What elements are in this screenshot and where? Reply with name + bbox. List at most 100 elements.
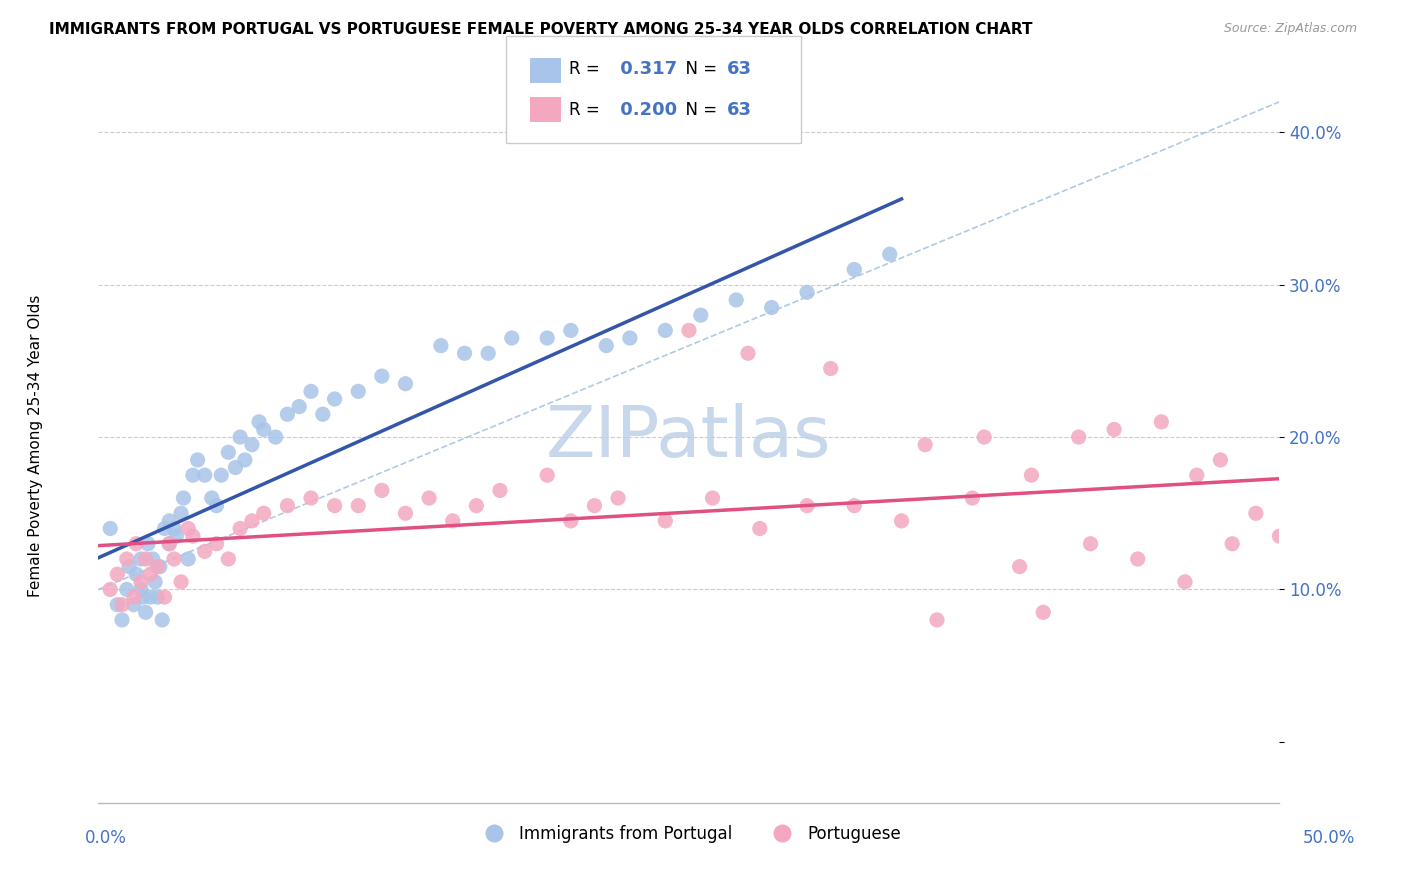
Point <box>111 613 134 627</box>
Point <box>453 346 475 360</box>
Point <box>973 430 995 444</box>
Point <box>157 537 180 551</box>
Point <box>153 590 176 604</box>
Point <box>1080 537 1102 551</box>
Point <box>347 499 370 513</box>
Point <box>194 468 217 483</box>
Point <box>276 407 298 421</box>
Point <box>1032 605 1054 619</box>
Point <box>299 384 322 399</box>
Point <box>489 483 512 498</box>
Point <box>135 552 157 566</box>
Point <box>689 308 711 322</box>
Text: 0.200: 0.200 <box>614 101 678 119</box>
Point <box>619 331 641 345</box>
Point <box>748 521 770 535</box>
Point <box>129 582 152 597</box>
Point <box>1021 468 1043 483</box>
Point <box>264 430 287 444</box>
Point <box>654 514 676 528</box>
Point <box>111 598 134 612</box>
Point <box>135 605 157 619</box>
Point <box>136 537 159 551</box>
Point <box>146 559 169 574</box>
Point <box>139 590 162 604</box>
Point <box>177 552 200 566</box>
Point <box>253 422 276 436</box>
Point <box>1102 422 1125 436</box>
Text: IMMIGRANTS FROM PORTUGAL VS PORTUGUESE FEMALE POVERTY AMONG 25-34 YEAR OLDS CORR: IMMIGRANTS FROM PORTUGAL VS PORTUGUESE F… <box>49 22 1033 37</box>
Point <box>725 293 748 307</box>
Text: Source: ZipAtlas.com: Source: ZipAtlas.com <box>1223 22 1357 36</box>
Point <box>247 415 270 429</box>
Point <box>240 514 263 528</box>
Point <box>1220 537 1243 551</box>
Point <box>122 598 145 612</box>
Point <box>165 529 187 543</box>
Point <box>394 376 416 391</box>
Point <box>312 407 335 421</box>
Point <box>925 613 948 627</box>
Point <box>217 445 239 459</box>
Point <box>229 430 252 444</box>
Point <box>157 514 180 528</box>
Point <box>253 506 276 520</box>
Point <box>170 506 193 520</box>
Point <box>201 491 224 505</box>
Point <box>1008 559 1031 574</box>
Point <box>323 392 346 406</box>
Point <box>205 537 228 551</box>
Point <box>177 521 200 535</box>
Point <box>125 537 148 551</box>
Text: R =: R = <box>569 101 606 119</box>
Point <box>595 338 617 352</box>
Point <box>371 369 394 384</box>
Point <box>129 574 152 589</box>
Point <box>501 331 523 345</box>
Point <box>477 346 499 360</box>
Point <box>583 499 606 513</box>
Point <box>233 453 256 467</box>
Point <box>1067 430 1090 444</box>
Point <box>150 613 173 627</box>
Point <box>115 582 138 597</box>
Point <box>105 598 128 612</box>
Point <box>820 361 842 376</box>
Text: N =: N = <box>675 60 723 78</box>
Point <box>276 499 298 513</box>
Point <box>607 491 630 505</box>
Text: R =: R = <box>569 60 606 78</box>
Point <box>224 460 246 475</box>
Point <box>172 491 194 505</box>
Point <box>914 438 936 452</box>
Point <box>149 559 172 574</box>
Point <box>560 323 582 337</box>
Point <box>678 323 700 337</box>
Point <box>229 521 252 535</box>
Point <box>465 499 488 513</box>
Point <box>1268 529 1291 543</box>
Point <box>194 544 217 558</box>
Point <box>153 521 176 535</box>
Point <box>394 506 416 520</box>
Point <box>418 491 440 505</box>
Point <box>163 521 186 535</box>
Point <box>105 567 128 582</box>
Text: 63: 63 <box>727 60 752 78</box>
Point <box>347 384 370 399</box>
Text: 0.0%: 0.0% <box>84 829 127 847</box>
Point <box>371 483 394 498</box>
Point <box>98 521 121 535</box>
Point <box>143 574 166 589</box>
Point <box>122 590 145 604</box>
Point <box>879 247 901 261</box>
Point <box>170 574 193 589</box>
Point <box>139 567 162 582</box>
Point <box>157 537 180 551</box>
Point <box>1244 506 1267 520</box>
Point <box>288 400 311 414</box>
Point <box>187 453 209 467</box>
Point <box>1185 468 1208 483</box>
Point <box>1209 453 1232 467</box>
Point <box>205 499 228 513</box>
